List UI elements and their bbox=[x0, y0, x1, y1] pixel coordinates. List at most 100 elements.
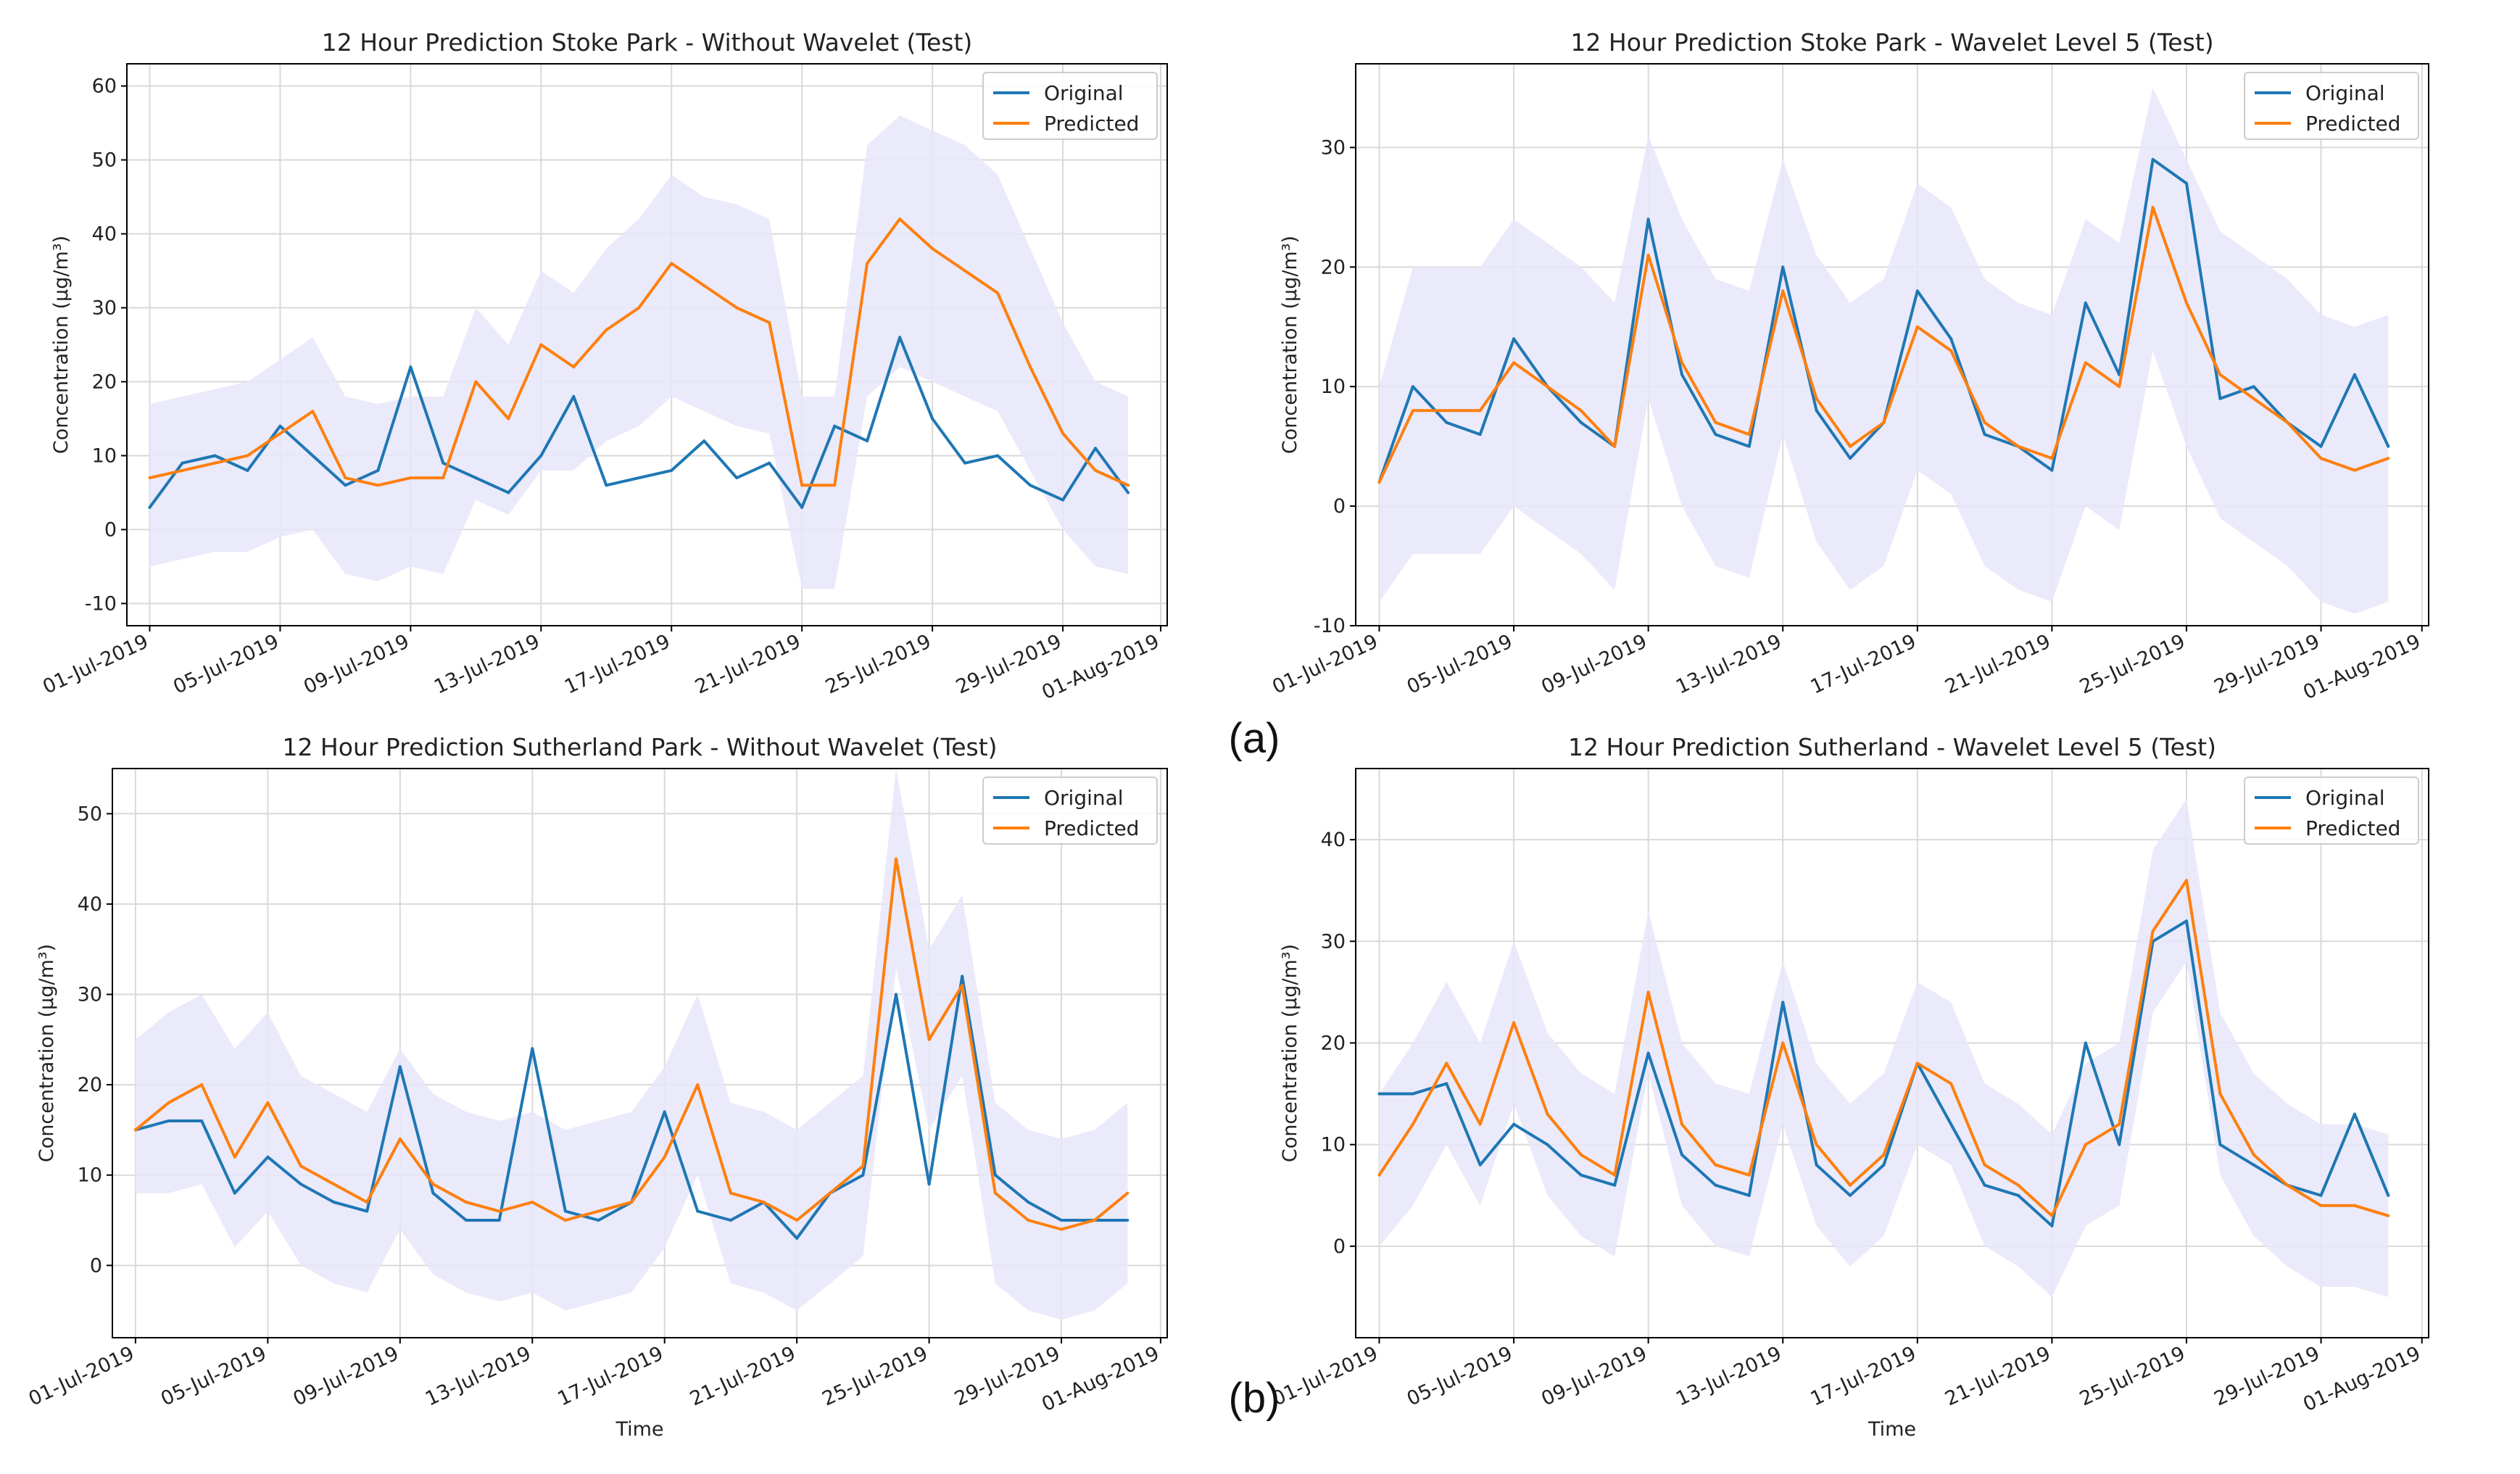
predicted-point bbox=[1445, 409, 1448, 413]
original-point bbox=[729, 1219, 732, 1222]
predicted-point bbox=[1747, 1173, 1751, 1177]
legend-label-predicted: Predicted bbox=[2305, 816, 2400, 840]
predicted-point bbox=[1646, 253, 1650, 257]
legend-label-predicted: Predicted bbox=[1044, 112, 1139, 136]
predicted-point bbox=[2252, 397, 2255, 400]
predicted-point bbox=[539, 343, 543, 347]
predicted-point bbox=[795, 1219, 799, 1222]
original-point bbox=[442, 461, 445, 465]
original-point bbox=[663, 1110, 666, 1114]
original-point bbox=[2353, 1112, 2356, 1116]
original-point bbox=[200, 1119, 204, 1122]
predicted-point bbox=[702, 283, 706, 287]
original-point bbox=[2016, 1193, 2020, 1197]
original-point bbox=[1445, 421, 1448, 424]
predicted-point bbox=[299, 1164, 302, 1168]
predicted-point bbox=[630, 1201, 634, 1204]
y-tick-label: 50 bbox=[78, 803, 102, 825]
original-point bbox=[1915, 289, 1919, 293]
original-point bbox=[894, 993, 898, 996]
y-tick-label: 0 bbox=[1333, 1235, 1346, 1258]
predicted-point bbox=[1949, 349, 1953, 352]
predicted-point bbox=[2218, 373, 2222, 376]
predicted-point bbox=[1915, 325, 1919, 328]
original-point bbox=[1411, 1092, 1414, 1096]
predicted-point bbox=[931, 247, 934, 250]
original-point bbox=[2387, 444, 2390, 448]
predicted-point bbox=[1126, 1191, 1130, 1195]
y-tick-label: 20 bbox=[1321, 256, 1346, 278]
predicted-point bbox=[735, 306, 739, 310]
predicted-point bbox=[1029, 365, 1032, 369]
original-point bbox=[597, 1219, 600, 1222]
legend: Original Predicted bbox=[2244, 72, 2419, 140]
legend: Original Predicted bbox=[982, 777, 1158, 845]
predicted-point bbox=[1579, 409, 1583, 413]
predicted-point bbox=[531, 1201, 534, 1204]
predicted-point bbox=[431, 1183, 435, 1186]
chart-title: 12 Hour Prediction Stoke Park - Without … bbox=[322, 28, 973, 57]
predicted-point bbox=[2387, 457, 2390, 460]
original-point bbox=[1411, 385, 1414, 389]
legend-label-original: Original bbox=[2305, 81, 2385, 105]
predicted-point bbox=[1747, 433, 1751, 436]
predicted-point bbox=[2118, 1122, 2121, 1126]
original-point bbox=[1815, 409, 1818, 413]
y-tick-label: 10 bbox=[1321, 1134, 1346, 1156]
original-point bbox=[2184, 181, 2188, 185]
predicted-point bbox=[898, 218, 902, 221]
predicted-point bbox=[729, 1191, 732, 1195]
predicted-point bbox=[2084, 1143, 2087, 1146]
original-point bbox=[696, 1209, 700, 1213]
original-point bbox=[927, 1183, 931, 1186]
predicted-point bbox=[2353, 468, 2356, 472]
confidence-band bbox=[1379, 799, 2389, 1297]
predicted-point bbox=[1849, 1183, 1852, 1187]
original-point bbox=[2151, 157, 2155, 161]
original-point bbox=[670, 468, 673, 472]
y-tick-label: 10 bbox=[1321, 376, 1346, 398]
predicted-point bbox=[2084, 361, 2087, 365]
original-point bbox=[344, 484, 347, 487]
predicted-point bbox=[1949, 1082, 1953, 1085]
original-point bbox=[1983, 433, 1986, 436]
predicted-point bbox=[465, 1201, 468, 1204]
predicted-point bbox=[663, 1155, 666, 1159]
original-point bbox=[2353, 373, 2356, 376]
predicted-point bbox=[2387, 1214, 2390, 1217]
predicted-point bbox=[1127, 484, 1130, 487]
chart-title: 12 Hour Prediction Sutherland - Wavelet … bbox=[1568, 733, 2216, 761]
predicted-point bbox=[2151, 929, 2155, 933]
predicted-point bbox=[768, 320, 771, 324]
predicted-point bbox=[1027, 1219, 1030, 1222]
original-point bbox=[2084, 301, 2087, 305]
original-point bbox=[993, 1173, 997, 1177]
predicted-point bbox=[1680, 1122, 1684, 1126]
y-tick-label: 10 bbox=[78, 1164, 102, 1187]
predicted-point bbox=[597, 1209, 600, 1213]
y-tick-label: 10 bbox=[92, 444, 117, 467]
original-point bbox=[246, 468, 249, 472]
y-tick-label: 50 bbox=[92, 149, 117, 172]
legend-label-original: Original bbox=[2305, 786, 2385, 810]
original-point bbox=[2252, 1163, 2255, 1167]
y-tick-label: 0 bbox=[104, 518, 117, 541]
predicted-point bbox=[2218, 1092, 2222, 1096]
chart-title: 12 Hour Prediction Stoke Park - Wavelet … bbox=[1570, 28, 2213, 57]
predicted-point bbox=[246, 454, 249, 457]
original-point bbox=[1983, 1183, 1986, 1187]
y-tick-label: 30 bbox=[92, 297, 117, 320]
predicted-point bbox=[1512, 1021, 1516, 1024]
legend-label-predicted: Predicted bbox=[2305, 112, 2400, 136]
predicted-point bbox=[1093, 1219, 1096, 1222]
predicted-point bbox=[1781, 1041, 1785, 1045]
predicted-point bbox=[376, 484, 380, 487]
original-point bbox=[1849, 1193, 1852, 1197]
predicted-point bbox=[1714, 1163, 1717, 1167]
original-point bbox=[1478, 433, 1482, 436]
predicted-point bbox=[2016, 444, 2020, 448]
original-point bbox=[2387, 1193, 2390, 1197]
y-tick-label: 40 bbox=[92, 223, 117, 246]
original-point bbox=[332, 1201, 336, 1204]
